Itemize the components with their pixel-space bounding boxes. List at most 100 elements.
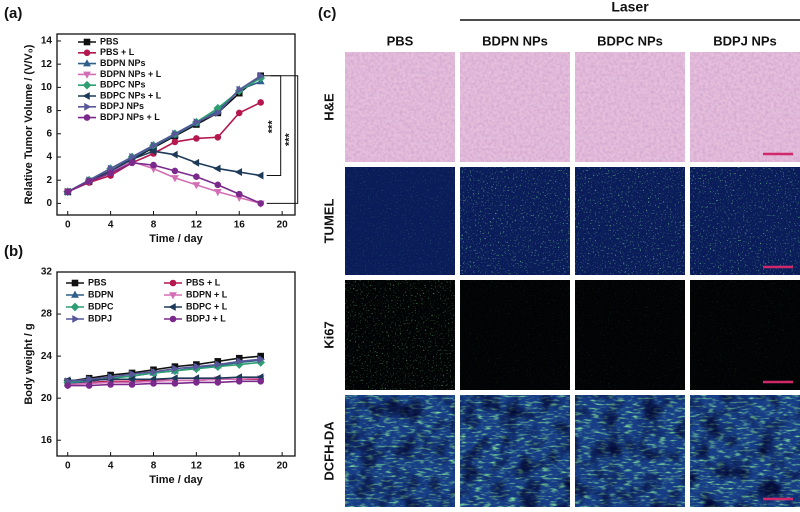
panel-label: (c) <box>318 5 336 22</box>
series-line <box>67 380 261 387</box>
x-tick-label: 16 <box>234 220 246 231</box>
column-label: BDPJ NPs <box>713 33 777 48</box>
marker <box>170 374 178 383</box>
marker <box>127 375 135 384</box>
marker <box>150 380 157 387</box>
x-tick-label: 4 <box>108 461 114 472</box>
marker <box>82 92 90 100</box>
marker <box>85 382 93 389</box>
marker <box>171 167 179 175</box>
marker <box>236 85 244 94</box>
x-axis-label: Time / day <box>149 474 203 486</box>
marker <box>213 164 221 173</box>
micrograph-texture <box>690 167 800 275</box>
series-line <box>67 77 262 193</box>
marker <box>71 290 79 298</box>
marker <box>107 169 114 177</box>
x-tick-label: 0 <box>65 220 71 231</box>
legend-label: PBS <box>100 36 119 46</box>
marker <box>193 379 200 386</box>
y-tick-label: 24 <box>41 351 53 362</box>
marker <box>84 102 92 111</box>
marker <box>257 355 266 364</box>
marker <box>128 381 136 388</box>
panel-label: (b) <box>4 243 23 260</box>
x-tick-label: 12 <box>191 220 203 231</box>
legend-label: BDPJ + L <box>186 313 226 323</box>
plot-frame <box>56 271 296 457</box>
marker <box>214 133 222 141</box>
row-label: Ki67 <box>321 321 336 348</box>
plot-frame <box>56 33 296 216</box>
y-axis-label: Relative Tumor Volume / (V/V₀) <box>23 44 35 204</box>
significance-bracket <box>266 75 299 204</box>
micrograph-texture <box>345 52 455 162</box>
row-label: DCFH-DA <box>321 421 336 481</box>
legend-label: PBS <box>88 277 107 287</box>
marker <box>191 158 200 167</box>
marker <box>193 362 201 371</box>
x-tick-label: 0 <box>65 461 71 472</box>
y-tick-label: 20 <box>41 393 53 404</box>
panel-label: (a) <box>4 5 22 22</box>
marker <box>257 200 264 207</box>
marker <box>169 279 177 287</box>
y-tick-label: 10 <box>41 82 53 93</box>
marker <box>71 279 79 287</box>
marker <box>257 99 264 106</box>
series-line <box>67 75 262 193</box>
marker <box>83 71 91 79</box>
marker <box>128 159 136 167</box>
column-label: BDPN NPs <box>482 33 548 48</box>
legend-label: BDPC <box>88 301 114 311</box>
marker <box>215 108 223 117</box>
marker <box>149 147 157 156</box>
legend-label: BDPN NPs + L <box>100 69 162 79</box>
x-tick-label: 4 <box>108 220 114 231</box>
legend-label: BDPJ <box>88 313 112 323</box>
y-tick-label: 8 <box>46 105 52 116</box>
marker <box>257 378 264 385</box>
x-tick-label: 8 <box>151 220 157 231</box>
marker <box>107 373 116 382</box>
y-tick-label: 12 <box>41 59 53 70</box>
marker <box>150 367 158 376</box>
micrograph-shade <box>345 395 455 507</box>
y-tick-label: 0 <box>46 198 52 209</box>
micrograph-shade <box>690 395 800 507</box>
legend-label: BDPN NPs <box>100 58 146 68</box>
series-line <box>67 101 262 193</box>
marker <box>256 171 264 180</box>
marker <box>214 379 222 386</box>
marker <box>129 153 137 161</box>
legend-label: BDPN <box>88 289 114 299</box>
y-tick-label: 16 <box>41 435 53 446</box>
legend-label: BDPC + L <box>186 301 228 311</box>
marker <box>172 364 180 373</box>
marker <box>72 315 80 323</box>
marker <box>171 138 179 146</box>
marker <box>169 315 177 323</box>
micrograph-texture <box>575 167 685 275</box>
micrograph-texture <box>460 52 570 162</box>
series-line <box>67 355 261 383</box>
marker <box>192 182 201 190</box>
x-axis-label: Time / day <box>149 233 203 245</box>
legend-label: BDPJ NPs <box>100 101 144 111</box>
header: Laser <box>611 0 649 15</box>
marker <box>234 168 242 176</box>
series-line <box>67 376 261 382</box>
marker <box>236 357 244 366</box>
series-line <box>67 358 261 383</box>
marker <box>85 178 93 185</box>
micrograph-texture <box>690 52 800 162</box>
marker <box>193 118 201 127</box>
marker <box>83 114 91 121</box>
marker <box>235 190 243 198</box>
marker <box>70 302 80 312</box>
series-line <box>67 150 261 193</box>
y-tick-label: 6 <box>46 128 52 139</box>
marker <box>129 370 137 378</box>
legend-label: PBS + L <box>186 277 221 287</box>
